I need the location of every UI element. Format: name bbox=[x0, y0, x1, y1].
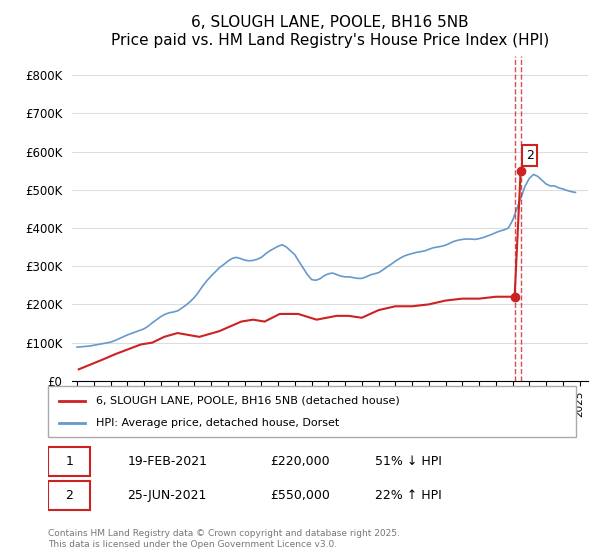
Text: 2: 2 bbox=[65, 489, 73, 502]
FancyBboxPatch shape bbox=[48, 386, 576, 437]
Text: £220,000: £220,000 bbox=[270, 455, 329, 468]
Text: 6, SLOUGH LANE, POOLE, BH16 5NB (detached house): 6, SLOUGH LANE, POOLE, BH16 5NB (detache… bbox=[95, 395, 399, 405]
Text: £550,000: £550,000 bbox=[270, 489, 329, 502]
FancyBboxPatch shape bbox=[48, 447, 90, 476]
Text: 2: 2 bbox=[526, 149, 533, 162]
Text: 19-FEB-2021: 19-FEB-2021 bbox=[127, 455, 207, 468]
Text: HPI: Average price, detached house, Dorset: HPI: Average price, detached house, Dors… bbox=[95, 418, 339, 428]
Text: 25-JUN-2021: 25-JUN-2021 bbox=[127, 489, 206, 502]
Text: 51% ↓ HPI: 51% ↓ HPI bbox=[376, 455, 442, 468]
FancyBboxPatch shape bbox=[48, 481, 90, 510]
Text: 22% ↑ HPI: 22% ↑ HPI bbox=[376, 489, 442, 502]
Title: 6, SLOUGH LANE, POOLE, BH16 5NB
Price paid vs. HM Land Registry's House Price In: 6, SLOUGH LANE, POOLE, BH16 5NB Price pa… bbox=[111, 16, 549, 48]
Text: Contains HM Land Registry data © Crown copyright and database right 2025.
This d: Contains HM Land Registry data © Crown c… bbox=[48, 529, 400, 549]
Text: 1: 1 bbox=[65, 455, 73, 468]
